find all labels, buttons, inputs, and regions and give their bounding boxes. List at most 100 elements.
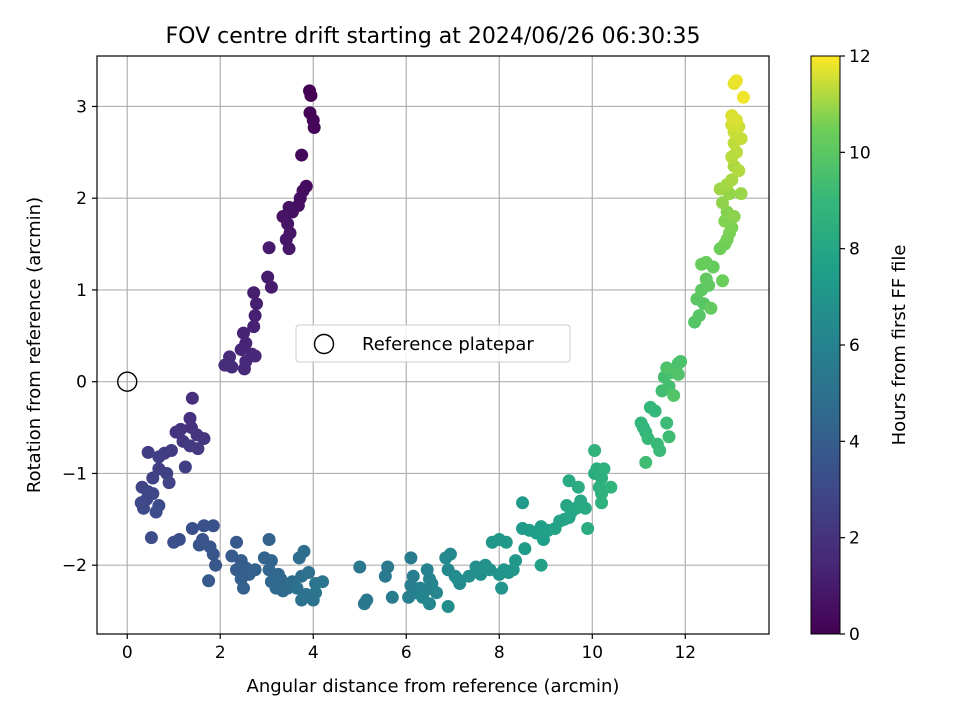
y-tick-label: 0 [76, 373, 87, 393]
scatter-point [264, 280, 278, 294]
legend-marker-icon [313, 333, 335, 355]
scatter-point [581, 521, 595, 535]
y-axis-label: Rotation from reference (arcmin) [24, 197, 45, 493]
scatter-point [282, 200, 296, 214]
scatter-point [660, 416, 674, 430]
scatter-point [725, 173, 739, 187]
scatter-point [662, 430, 676, 444]
scatter-point [262, 533, 276, 547]
scatter-point [699, 272, 713, 286]
scatter-point [378, 569, 392, 583]
legend-entry-reference: Reference platepar [362, 334, 534, 355]
scatter-point [309, 586, 323, 600]
scatter-point [191, 442, 205, 456]
scatter-point [429, 586, 443, 600]
scatter-point [595, 496, 609, 510]
scatter-point [206, 519, 220, 533]
scatter-point [152, 450, 166, 464]
y-tick-label: 3 [76, 97, 87, 117]
scatter-point [197, 432, 211, 446]
scatter-point [495, 581, 509, 595]
chart-title: FOV centre drift starting at 2024/06/26 … [166, 24, 701, 49]
scatter-point [597, 462, 611, 476]
x-tick-label: 4 [308, 643, 319, 663]
scatter-point [725, 109, 739, 123]
scatter-point [261, 270, 275, 284]
y-tick-label: −1 [62, 464, 87, 484]
scatter-point [516, 496, 530, 510]
x-tick-label: 2 [215, 643, 226, 663]
reference-point-layer [117, 371, 138, 392]
colorbar-tick-label: 4 [849, 432, 860, 452]
scatter-point [290, 581, 304, 595]
scatter-point [499, 535, 513, 549]
colorbar-gradient [810, 55, 841, 635]
colorbar-tick-label: 12 [849, 47, 871, 67]
y-tick-label: −2 [62, 556, 87, 576]
x-tick-label: 0 [122, 643, 133, 663]
x-tick-label: 6 [401, 643, 412, 663]
scatter-point [316, 575, 330, 589]
colorbar-tick-label: 8 [849, 240, 860, 260]
scatter-point [509, 554, 523, 568]
colorbar-label: Hours from first FF file [889, 245, 910, 446]
colorbar-tick-label: 10 [849, 143, 871, 163]
colorbar-tick-label: 2 [849, 529, 860, 549]
scatter-point [162, 476, 176, 490]
scatter-point [146, 471, 160, 485]
scatter-point [250, 297, 264, 311]
reference-point-marker [117, 371, 138, 392]
scatter-point [462, 569, 476, 583]
scatter-point [595, 487, 609, 501]
scatter-point [209, 558, 223, 572]
scatter-point [562, 474, 576, 488]
scatter-point [578, 501, 592, 515]
plot-frame [96, 55, 770, 635]
scatter-point [360, 593, 374, 607]
scatter-point [167, 535, 181, 549]
scatter-point [441, 599, 455, 613]
legend: Reference platepar [295, 324, 571, 363]
scatter-point [727, 210, 741, 224]
scatter-point [248, 563, 262, 577]
scatter-point [732, 164, 746, 178]
scatter-point [206, 547, 220, 561]
scatter-point [307, 121, 321, 135]
scatter-point [236, 581, 250, 595]
scatter-point [692, 309, 706, 323]
scatter-point [230, 535, 244, 549]
scatter-point [671, 367, 685, 381]
scatter-point [149, 505, 163, 519]
scatter-point [353, 560, 367, 574]
scatter-point [185, 391, 199, 405]
scatter-point [404, 551, 418, 565]
scatter-point [202, 574, 216, 588]
scatter-point [282, 242, 296, 256]
scatter-point [660, 361, 674, 375]
scatter-point [450, 572, 464, 586]
scatter-point [302, 566, 316, 580]
scatter-point [295, 148, 309, 162]
scatter-point [674, 355, 688, 369]
x-axis-label: Angular distance from reference (arcmin) [247, 676, 620, 697]
scatter-point [402, 590, 416, 604]
scatter-point [423, 597, 437, 611]
scatter-point [262, 241, 276, 255]
scatter-point [699, 255, 713, 269]
scatter-point [715, 196, 729, 210]
scatter-point [715, 274, 729, 288]
scatter-point [704, 301, 718, 315]
scatter-point [736, 90, 750, 104]
scatter-point [297, 544, 311, 558]
scatter-point [734, 187, 748, 201]
scatter-point [178, 460, 192, 474]
scatter-point [225, 360, 239, 374]
y-tick-label: 1 [76, 281, 87, 301]
x-tick-label: 10 [581, 643, 603, 663]
scatter-point [443, 547, 457, 561]
scatter-point [518, 542, 532, 556]
scatter-point [237, 362, 251, 376]
